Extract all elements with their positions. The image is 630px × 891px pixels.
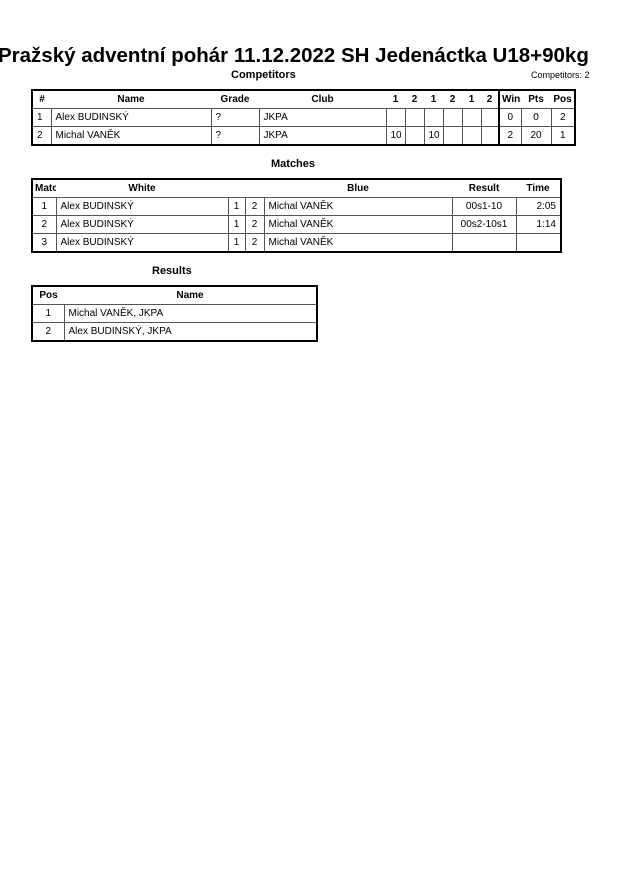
column-header: Time xyxy=(516,179,561,198)
column-header xyxy=(228,179,245,198)
table-row: 1 Alex BUDINSKÝ? JKPA 0 0 2 xyxy=(31,108,576,127)
table-cell: 2 xyxy=(31,322,65,342)
table-row: 3 Alex BUDINSKÝ 1 2 Michal VANĚK xyxy=(31,233,562,253)
column-header: Blue xyxy=(264,179,452,198)
table-cell: Alex BUDINSKÝ xyxy=(55,197,229,216)
table-cell: 00s1-10 xyxy=(451,197,517,216)
table-cell: 1 xyxy=(31,108,52,127)
table-cell: 00s2-10s1 xyxy=(451,215,517,234)
column-header: Grade xyxy=(211,90,259,109)
table-cell: Michal VANĚK xyxy=(263,215,453,234)
table-cell: 2:05 xyxy=(515,197,562,216)
table-cell: 2 xyxy=(244,233,265,253)
column-header: 1 xyxy=(462,90,481,109)
table-cell: Alex BUDINSKÝ xyxy=(55,233,229,253)
table-cell: 20 xyxy=(520,126,552,146)
column-header: Result xyxy=(452,179,516,198)
table-cell: 2 xyxy=(31,126,52,146)
table-row: 2 Alex BUDINSKÝ, JKPA xyxy=(31,322,318,342)
table-cell xyxy=(480,108,500,127)
table-cell: Alex BUDINSKÝ xyxy=(55,215,229,234)
column-header: 2 xyxy=(443,90,462,109)
table-cell: 10 xyxy=(423,126,444,146)
table-cell: 1 xyxy=(31,197,57,216)
table-row: 1 Alex BUDINSKÝ 1 2 Michal VANĚK 00s1-10 2:05 xyxy=(31,197,562,216)
column-header: Match xyxy=(32,179,56,198)
table-cell xyxy=(515,233,562,253)
table-cell: 1 xyxy=(227,197,246,216)
table-cell xyxy=(451,233,517,253)
column-header: Pos xyxy=(551,90,575,109)
table-cell: 1 xyxy=(550,126,576,146)
competitors-count: Competitors: 2 xyxy=(531,70,590,80)
table-cell: 0 xyxy=(498,108,522,127)
column-header: # xyxy=(32,90,51,109)
table-cell xyxy=(442,108,463,127)
table-cell: 2 xyxy=(550,108,576,127)
table-cell: 1 xyxy=(31,304,65,323)
table-cell: 1:14 xyxy=(515,215,562,234)
competitors-table: #NameGradeClub121212WinsPtsPos1Alex BUDI… xyxy=(31,89,576,146)
table-cell: ? xyxy=(210,108,260,127)
table-cell: 1 xyxy=(227,233,246,253)
table-cell xyxy=(404,126,425,146)
table-cell: Michal VANĚK xyxy=(263,197,453,216)
table-cell xyxy=(404,108,425,127)
table-cell: Alex BUDINSKÝ xyxy=(50,108,212,127)
table-cell: Alex BUDINSKÝ, JKPA xyxy=(63,322,318,342)
results-table: Pos Name 1 Michal VANĚK, JKPA 2 Alex BUDINSKÝ… xyxy=(31,285,318,342)
table-cell xyxy=(461,108,482,127)
table-cell: Michal VANĚK, JKPA xyxy=(63,304,318,323)
table-cell: 1 xyxy=(227,215,246,234)
table-cell xyxy=(442,126,463,146)
table-cell: Michal VANĚK xyxy=(263,233,453,253)
table-cell: 2 xyxy=(244,197,265,216)
column-header: 2 xyxy=(405,90,424,109)
table-cell: 3 xyxy=(31,233,57,253)
column-header: White xyxy=(56,179,228,198)
table-cell: 2 xyxy=(498,126,522,146)
table-cell: JKPA xyxy=(258,108,387,127)
table-cell: Michal VANĚK xyxy=(50,126,212,146)
table-row: 2 Alex BUDINSKÝ 1 2 Michal VANĚK 00s2-10s1 1:1… xyxy=(31,215,562,234)
results-heading: Results xyxy=(152,265,192,277)
column-header: Club xyxy=(259,90,386,109)
matches-heading: Matches xyxy=(271,158,316,170)
column-header: Pts xyxy=(521,90,551,109)
table-cell: JKPA xyxy=(258,126,387,146)
column-header: 1 xyxy=(386,90,405,109)
page-title: Pražský adventní pohár 11.12.2022 SH Jed… xyxy=(0,44,589,67)
table-cell: ? xyxy=(210,126,260,146)
column-header: Name xyxy=(51,90,211,109)
column-header: 1 xyxy=(424,90,443,109)
column-header: Wins xyxy=(498,90,521,109)
table-cell: 0 xyxy=(520,108,552,127)
table-row: 1 Michal VANĚK, JKPA xyxy=(31,304,318,323)
column-header: 2 xyxy=(481,90,499,109)
table-cell: 2 xyxy=(31,215,57,234)
column-header xyxy=(245,179,264,198)
table-cell: 10 xyxy=(385,126,406,146)
table-cell: 2 xyxy=(244,215,265,234)
table-cell xyxy=(423,108,444,127)
table-cell xyxy=(461,126,482,146)
column-header: Name xyxy=(64,286,317,305)
table-cell xyxy=(480,126,500,146)
table-row: 2 Michal VANĚK? JKPA 10 10 2 20 1 xyxy=(31,126,576,146)
table-cell xyxy=(385,108,406,127)
matches-table: MatchWhiteBlueResultTime1Alex BUDINSKÝ12… xyxy=(31,178,562,253)
column-header: Pos xyxy=(32,286,64,305)
competitors-heading: Competitors xyxy=(231,69,296,81)
